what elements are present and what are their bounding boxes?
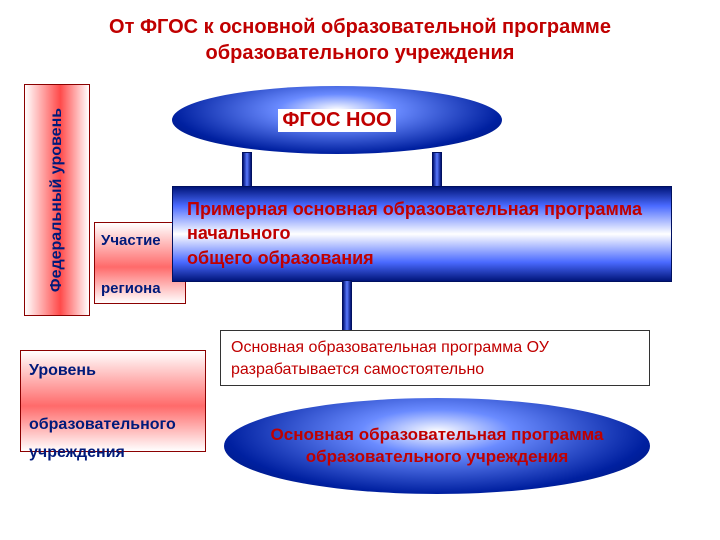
connector-1 xyxy=(242,152,252,188)
institution-program-ellipse: Основная образовательная программаобразо… xyxy=(224,398,650,494)
federal-level-pill: Федеральный уровень xyxy=(24,84,90,316)
info-box: Основная образовательная программа ОУ ра… xyxy=(220,330,650,386)
institution-program-label: Основная образовательная программаобразо… xyxy=(241,424,634,468)
federal-level-label: Федеральный уровень xyxy=(48,108,66,292)
fgos-label: ФГОС НОО xyxy=(278,109,395,132)
connector-2 xyxy=(432,152,442,188)
page-title: От ФГОС к основной образовательной прогр… xyxy=(80,14,640,66)
fgos-ellipse: ФГОС НОО xyxy=(172,86,502,154)
connector-3 xyxy=(342,280,352,332)
institution-level-box: Уровень образовательного учреждения xyxy=(20,350,206,452)
sample-program-bar: Примерная основная образовательная прогр… xyxy=(172,186,672,282)
